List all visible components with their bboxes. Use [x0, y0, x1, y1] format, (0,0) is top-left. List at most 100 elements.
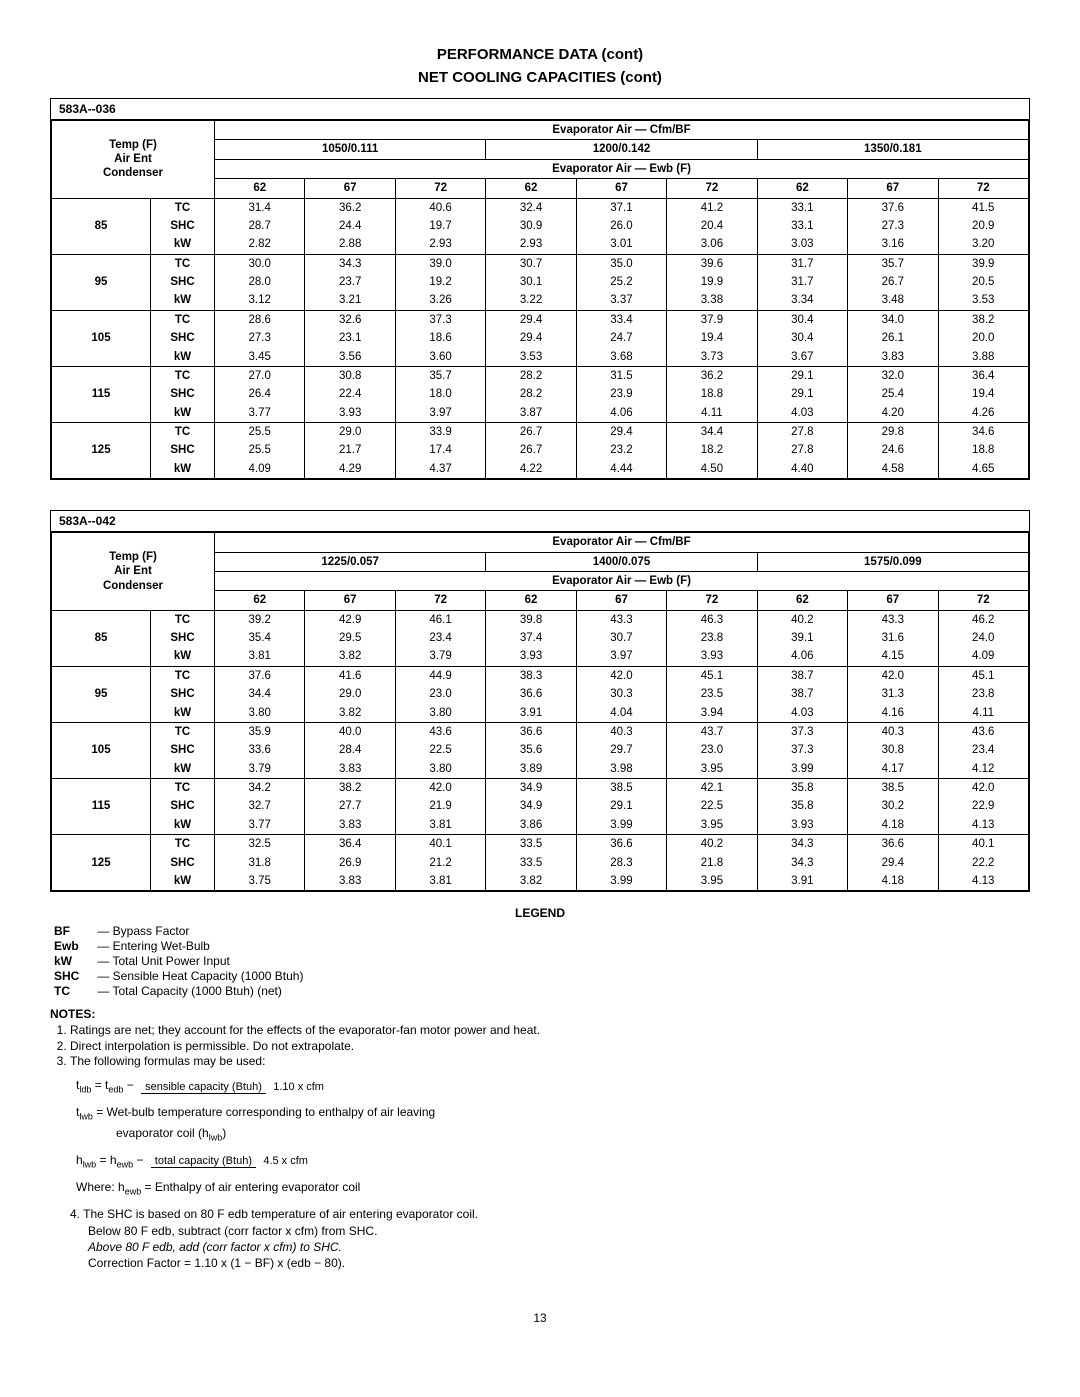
cfm-bf-value: 1225/0.057 — [215, 552, 486, 571]
data-cell: 29.1 — [757, 385, 847, 403]
data-cell: 26.0 — [576, 217, 666, 235]
metric-label: SHC — [151, 741, 215, 759]
data-cell: 4.12 — [938, 760, 1029, 779]
data-cell: 4.13 — [938, 816, 1029, 835]
data-cell: 35.8 — [757, 797, 847, 815]
data-cell: 29.8 — [848, 423, 938, 442]
data-cell: 22.5 — [395, 741, 485, 759]
data-cell: 17.4 — [395, 441, 485, 459]
metric-label: TC — [151, 722, 215, 741]
data-cell: 27.3 — [848, 217, 938, 235]
data-cell: 28.4 — [305, 741, 395, 759]
metric-label: SHC — [151, 629, 215, 647]
data-cell: 35.7 — [848, 254, 938, 273]
data-cell: 41.6 — [305, 666, 395, 685]
metric-label: kW — [151, 291, 215, 310]
data-cell: 4.65 — [938, 460, 1029, 479]
data-cell: 26.4 — [215, 385, 305, 403]
data-cell: 4.09 — [215, 460, 305, 479]
data-cell: 34.3 — [757, 835, 847, 854]
ewb-value: 62 — [757, 179, 847, 198]
data-cell: 4.15 — [848, 647, 938, 666]
data-cell: 36.6 — [486, 722, 576, 741]
legend-item: SHC — Sensible Heat Capacity (1000 Btuh) — [54, 969, 1030, 984]
data-cell: 3.88 — [938, 348, 1029, 367]
metric-label: TC — [151, 610, 215, 629]
data-cell: 20.4 — [667, 217, 757, 235]
data-cell: 29.4 — [486, 329, 576, 347]
data-cell: 30.4 — [757, 310, 847, 329]
data-cell: 32.7 — [215, 797, 305, 815]
ewb-value: 62 — [757, 591, 847, 610]
metric-label: TC — [151, 835, 215, 854]
data-cell: 29.1 — [757, 366, 847, 385]
data-cell: 43.6 — [395, 722, 485, 741]
data-cell: 36.2 — [305, 198, 395, 217]
data-cell: 24.7 — [576, 329, 666, 347]
data-cell: 2.93 — [486, 235, 576, 254]
data-table: 583A--036Temp (F) Air Ent CondenserEvapo… — [50, 98, 1030, 480]
data-cell: 28.6 — [215, 310, 305, 329]
data-cell: 30.9 — [486, 217, 576, 235]
data-cell: 39.6 — [667, 254, 757, 273]
data-cell: 40.2 — [667, 835, 757, 854]
data-cell: 38.7 — [757, 666, 847, 685]
data-cell: 39.2 — [215, 610, 305, 629]
page-number: 13 — [50, 1311, 1030, 1325]
data-cell: 33.5 — [486, 854, 576, 872]
data-cell: 21.2 — [395, 854, 485, 872]
metric-label: kW — [151, 348, 215, 367]
data-cell: 3.80 — [215, 704, 305, 723]
data-cell: 3.95 — [667, 816, 757, 835]
data-cell: 32.4 — [486, 198, 576, 217]
metric-label: TC — [151, 666, 215, 685]
data-cell: 31.4 — [215, 198, 305, 217]
ewb-value: 67 — [848, 591, 938, 610]
data-cell: 22.9 — [938, 797, 1029, 815]
legend-body: BF — Bypass FactorEwb — Entering Wet-Bul… — [54, 924, 1030, 999]
cfm-bf-header: Evaporator Air — Cfm/BF — [215, 533, 1029, 552]
data-cell: 3.82 — [305, 704, 395, 723]
data-cell: 37.3 — [757, 741, 847, 759]
data-cell: 33.5 — [486, 835, 576, 854]
metric-label: SHC — [151, 329, 215, 347]
data-cell: 39.9 — [938, 254, 1029, 273]
data-cell: 3.91 — [486, 704, 576, 723]
metric-label: kW — [151, 704, 215, 723]
data-cell: 37.1 — [576, 198, 666, 217]
data-cell: 3.16 — [848, 235, 938, 254]
data-cell: 19.4 — [667, 329, 757, 347]
notes-list: Ratings are net; they account for the ef… — [50, 1023, 1030, 1070]
data-cell: 3.12 — [215, 291, 305, 310]
legend-item: TC — Total Capacity (1000 Btuh) (net) — [54, 984, 1030, 999]
data-cell: 42.0 — [395, 779, 485, 798]
temp-header: Temp (F) Air Ent Condenser — [52, 121, 215, 199]
data-cell: 3.79 — [395, 647, 485, 666]
data-cell: 42.0 — [576, 666, 666, 685]
data-cell: 3.73 — [667, 348, 757, 367]
ewb-value: 62 — [486, 591, 576, 610]
data-cell: 33.1 — [757, 217, 847, 235]
model-label: 583A--036 — [51, 99, 1029, 120]
data-cell: 43.3 — [576, 610, 666, 629]
metric-label: TC — [151, 779, 215, 798]
ewb-value: 67 — [576, 179, 666, 198]
data-cell: 3.99 — [576, 872, 666, 891]
data-cell: 3.82 — [305, 647, 395, 666]
cfm-bf-header: Evaporator Air — Cfm/BF — [215, 121, 1029, 140]
data-cell: 34.9 — [486, 779, 576, 798]
data-cell: 20.0 — [938, 329, 1029, 347]
data-cell: 38.5 — [576, 779, 666, 798]
data-cell: 37.3 — [757, 722, 847, 741]
data-cell: 3.98 — [576, 760, 666, 779]
data-cell: 3.95 — [667, 872, 757, 891]
data-cell: 43.6 — [938, 722, 1029, 741]
data-cell: 30.2 — [848, 797, 938, 815]
data-cell: 35.8 — [757, 779, 847, 798]
data-cell: 35.4 — [215, 629, 305, 647]
data-cell: 36.6 — [486, 685, 576, 703]
data-cell: 3.06 — [667, 235, 757, 254]
data-cell: 26.7 — [486, 441, 576, 459]
data-cell: 3.53 — [938, 291, 1029, 310]
data-cell: 4.11 — [667, 404, 757, 423]
